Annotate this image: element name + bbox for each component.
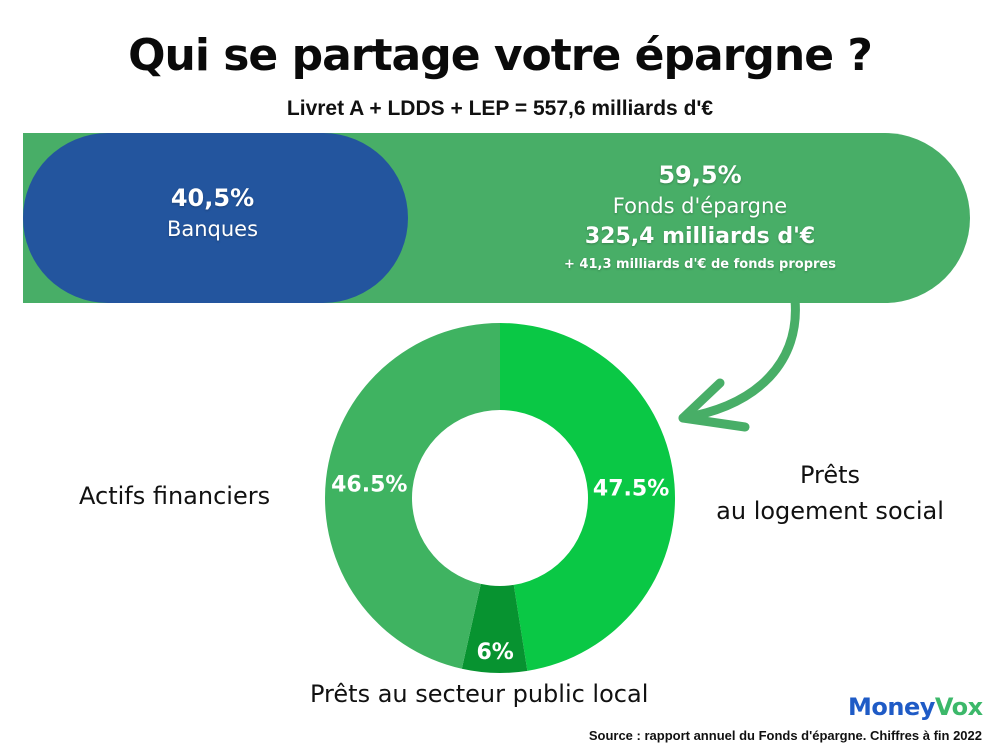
fund-amount: 325,4 milliards d'€ <box>584 224 816 249</box>
fund-text: 59,5% Fonds d'épargne 325,4 milliards d'… <box>530 160 870 278</box>
page-title: Qui se partage votre épargne ? <box>128 30 873 81</box>
label-prets-logement: Prêts au logement social <box>690 457 970 529</box>
banks-segment <box>23 133 408 303</box>
label-prets-logement-line2: au logement social <box>716 497 944 525</box>
source-note: Source : rapport annuel du Fonds d'éparg… <box>588 728 982 743</box>
banks-text: 40,5% Banques <box>70 183 355 245</box>
label-actifs-financiers: Actifs financiers <box>79 482 271 510</box>
logo-part2: Vox <box>934 693 983 721</box>
donut-label-2: 46.5% <box>331 473 407 498</box>
banks-label: Banques <box>166 217 259 241</box>
page-subtitle: Livret A + LDDS + LEP = 557,6 milliards … <box>286 97 714 120</box>
donut-label-0: 47.5% <box>593 477 669 502</box>
donut-slice-0 <box>500 323 676 671</box>
moneyvox-logo: MoneyVox <box>848 693 983 721</box>
curved-arrow-icon <box>678 295 800 432</box>
donut-slice-1 <box>461 583 528 673</box>
donut-label-1: 6% <box>477 640 514 665</box>
label-prets-logement-line1: Prêts <box>799 461 861 489</box>
logo-part1: Money <box>848 693 935 721</box>
fund-extra: + 41,3 milliards d'€ de fonds propres <box>564 257 836 272</box>
label-prets-secteur-public: Prêts au secteur public local <box>310 680 649 708</box>
fund-label: Fonds d'épargne <box>612 194 788 218</box>
banks-percent: 40,5% <box>170 184 255 212</box>
donut-slice-2 <box>324 323 500 669</box>
fund-percent: 59,5% <box>658 161 742 189</box>
